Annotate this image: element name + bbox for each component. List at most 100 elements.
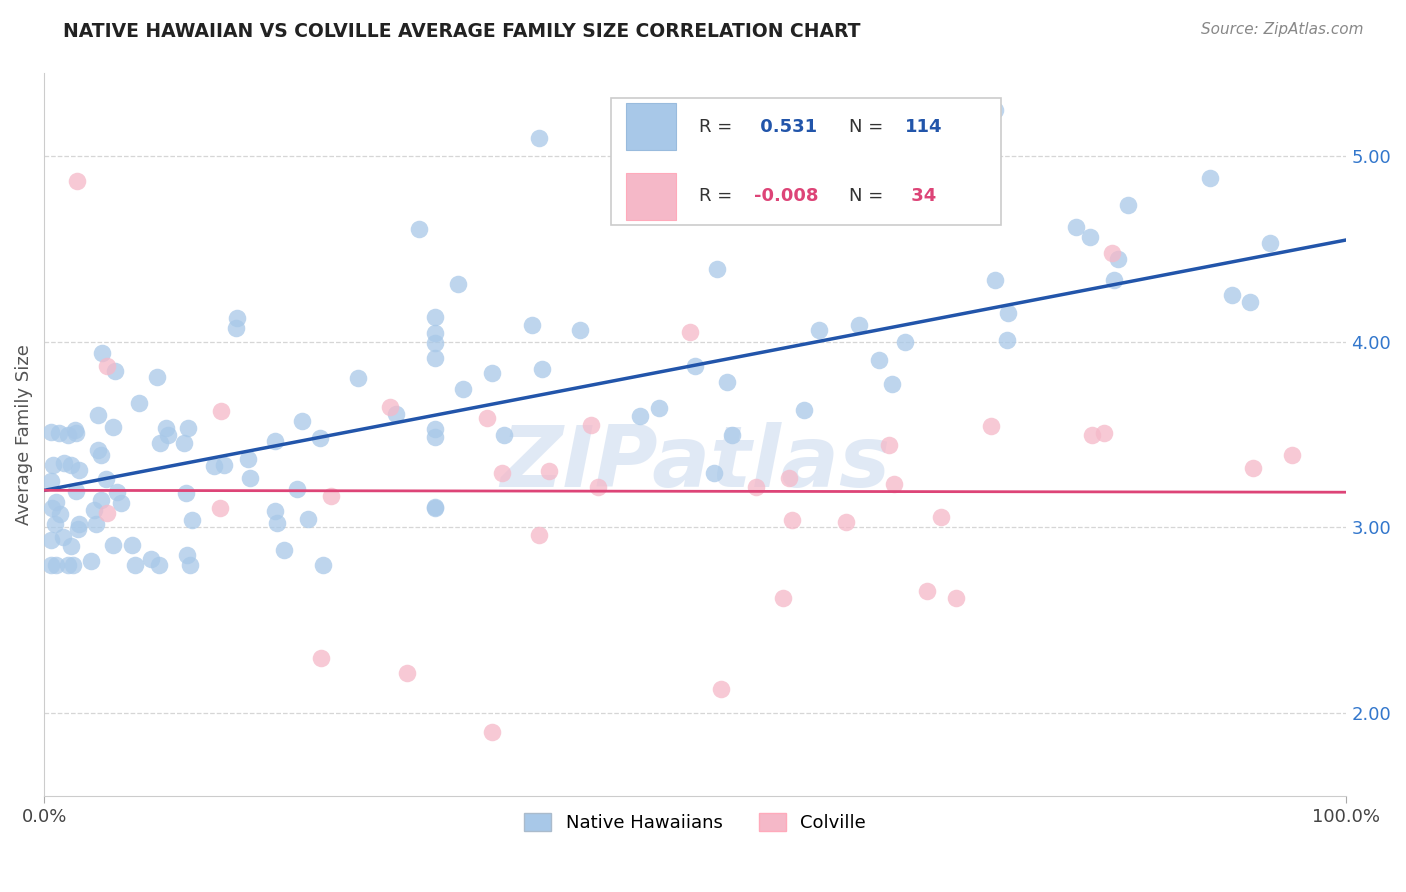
Text: -0.008: -0.008	[754, 187, 818, 205]
Point	[568, 323, 591, 337]
Legend: Native Hawaiians, Colville: Native Hawaiians, Colville	[517, 805, 873, 839]
Point	[173, 436, 195, 450]
Point	[481, 366, 503, 380]
Point	[128, 395, 150, 409]
Point	[378, 401, 401, 415]
Point	[423, 500, 446, 515]
Point	[706, 262, 728, 277]
Point	[995, 334, 1018, 348]
Point	[451, 382, 474, 396]
Y-axis label: Average Family Size: Average Family Size	[15, 344, 32, 525]
Point	[59, 539, 82, 553]
Text: 0.531: 0.531	[754, 118, 817, 136]
Point	[491, 466, 513, 480]
Point	[423, 310, 446, 324]
Point	[42, 458, 65, 472]
Point	[291, 414, 314, 428]
Point	[44, 516, 66, 531]
Point	[928, 193, 950, 207]
Point	[648, 401, 671, 415]
Point	[721, 427, 744, 442]
Bar	[626, 103, 676, 150]
Point	[87, 408, 110, 422]
Point	[1092, 426, 1115, 441]
Point	[308, 431, 330, 445]
Point	[475, 411, 498, 425]
Point	[931, 510, 953, 524]
Text: R =: R =	[699, 187, 738, 205]
Point	[107, 484, 129, 499]
Point	[997, 305, 1019, 319]
Point	[87, 442, 110, 457]
Point	[90, 448, 112, 462]
Point	[45, 495, 67, 509]
Point	[446, 277, 468, 292]
Point	[179, 558, 201, 572]
Point	[273, 543, 295, 558]
Point	[423, 326, 446, 340]
Point	[1239, 294, 1261, 309]
Point	[945, 591, 967, 605]
Text: NATIVE HAWAIIAN VS COLVILLE AVERAGE FAMILY SIZE CORRELATION CHART: NATIVE HAWAIIAN VS COLVILLE AVERAGE FAMI…	[63, 22, 860, 41]
Point	[1241, 461, 1264, 475]
Point	[56, 428, 79, 442]
Point	[1116, 198, 1139, 212]
Point	[264, 504, 287, 518]
Point	[848, 318, 870, 332]
Point	[984, 103, 1007, 117]
Text: N =: N =	[849, 187, 889, 205]
Point	[91, 346, 114, 360]
Point	[83, 503, 105, 517]
Text: 114: 114	[905, 118, 942, 136]
Point	[423, 336, 446, 351]
Point	[883, 476, 905, 491]
Point	[139, 551, 162, 566]
Point	[49, 507, 72, 521]
Point	[263, 434, 285, 448]
Text: ZIPatlas: ZIPatlas	[501, 422, 890, 505]
Point	[683, 359, 706, 373]
Point	[39, 425, 62, 440]
Point	[94, 472, 117, 486]
Point	[84, 516, 107, 531]
Point	[1199, 171, 1222, 186]
Point	[67, 522, 90, 536]
Point	[778, 471, 800, 485]
Point	[586, 480, 609, 494]
Point	[62, 558, 84, 572]
Point	[121, 538, 143, 552]
Text: 34: 34	[905, 187, 936, 205]
Point	[176, 548, 198, 562]
Point	[90, 492, 112, 507]
Point	[527, 528, 550, 542]
Point	[877, 437, 900, 451]
Point	[347, 371, 370, 385]
Point	[146, 370, 169, 384]
Point	[104, 364, 127, 378]
Point	[1258, 235, 1281, 250]
Point	[212, 458, 235, 472]
Point	[531, 362, 554, 376]
Point	[1220, 287, 1243, 301]
Point	[408, 222, 430, 236]
Point	[39, 558, 62, 572]
Point	[96, 359, 118, 373]
Point	[209, 404, 232, 418]
Point	[423, 500, 446, 515]
Point	[103, 420, 125, 434]
Point	[807, 323, 830, 337]
Point	[537, 464, 560, 478]
Point	[1281, 448, 1303, 462]
Point	[41, 501, 63, 516]
Point	[53, 456, 76, 470]
Point	[492, 428, 515, 442]
Text: N =: N =	[849, 118, 889, 136]
Point	[1102, 273, 1125, 287]
Point	[745, 480, 768, 494]
Point	[285, 483, 308, 497]
Point	[423, 430, 446, 444]
Point	[679, 325, 702, 339]
Point	[48, 425, 70, 440]
Point	[423, 422, 446, 436]
Point	[202, 459, 225, 474]
